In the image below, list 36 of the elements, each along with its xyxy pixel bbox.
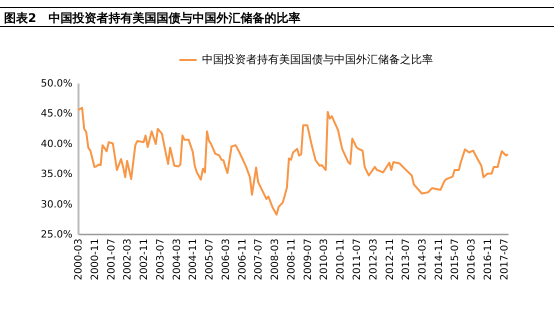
x-tick-label: 2013-07 bbox=[401, 238, 412, 280]
x-tick-label: 2009-07 bbox=[302, 238, 314, 280]
x-tick-label: 2000-03 bbox=[74, 238, 84, 280]
x-tick-label: 2002-03 bbox=[122, 238, 134, 280]
x-tick-label: 2011-07 bbox=[352, 238, 363, 280]
x-tick-label: 2005-07 bbox=[204, 238, 216, 280]
x-tick-label: 2000-11 bbox=[90, 238, 101, 280]
x-tick-label: 2015-07 bbox=[450, 238, 462, 280]
x-tick-label: 2004-03 bbox=[172, 238, 183, 280]
y-tick-label: 40.0% bbox=[40, 138, 72, 150]
chart-title: 图表2 中国投资者持有美国国债与中国外汇储备的比率 bbox=[0, 7, 554, 27]
x-tick-label: 2012-11 bbox=[384, 238, 396, 280]
x-tick-label: 2012-03 bbox=[368, 238, 380, 280]
x-tick-label: 2010-03 bbox=[319, 238, 330, 280]
x-tick-label: 2001-07 bbox=[106, 238, 118, 280]
y-tick-label: 35.0% bbox=[40, 169, 72, 180]
y-tick-label: 45.0% bbox=[40, 108, 72, 120]
y-tick-label: 50.0% bbox=[40, 78, 72, 90]
x-tick-label: 2002-11 bbox=[139, 238, 150, 280]
x-tick-label: 2016-03 bbox=[466, 238, 478, 280]
x-tick-label: 2007-07 bbox=[254, 238, 265, 280]
x-tick-label: 2004-11 bbox=[188, 238, 200, 280]
x-tick-label: 2008-03 bbox=[270, 238, 282, 280]
x-tick-label: 2006-11 bbox=[237, 238, 248, 280]
x-tick-label: 2008-11 bbox=[286, 238, 298, 280]
line-series bbox=[77, 106, 509, 216]
y-tick-label: 25.0% bbox=[40, 230, 72, 240]
x-tick-label: 2017-07 bbox=[499, 238, 510, 280]
x-tick-label: 2014-03 bbox=[417, 238, 428, 280]
x-tick-label: 2003-07 bbox=[155, 238, 166, 280]
x-tick-label: 2006-03 bbox=[220, 238, 232, 280]
legend-label: 中国投资者持有美国国债与中国外汇储备之比率 bbox=[202, 53, 433, 66]
x-tick-label: 2014-11 bbox=[434, 238, 445, 280]
y-tick-label: 30.0% bbox=[40, 199, 72, 210]
x-tick-label: 2010-11 bbox=[336, 238, 347, 280]
x-tick-label: 2016-11 bbox=[483, 238, 494, 280]
